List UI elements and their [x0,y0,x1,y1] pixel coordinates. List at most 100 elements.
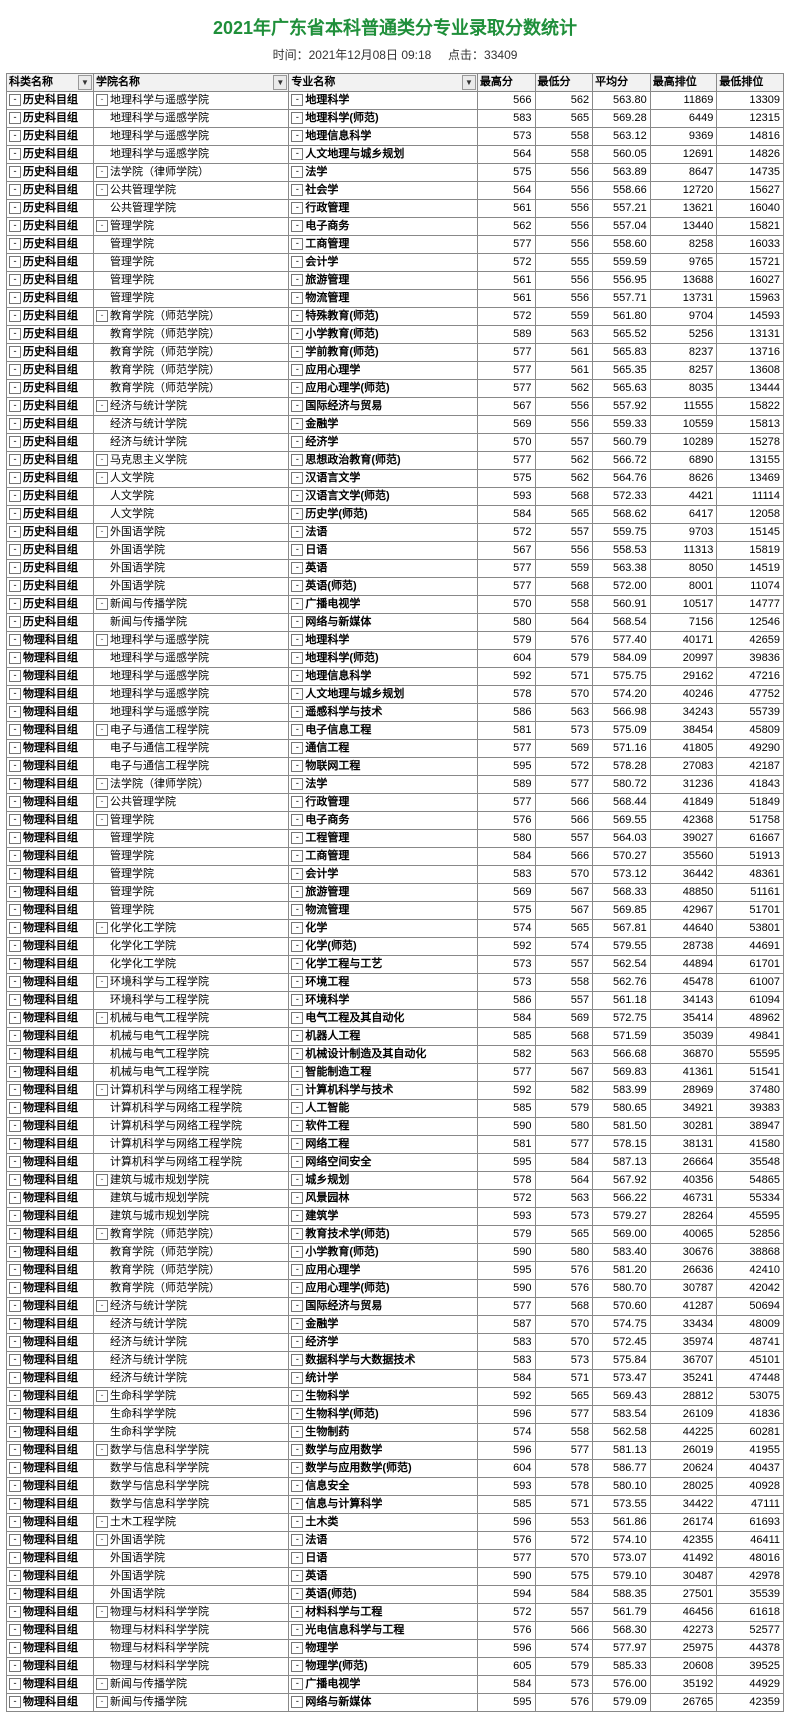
expand-icon[interactable]: - [96,1444,108,1456]
expand-icon[interactable]: - [291,760,303,772]
expand-icon[interactable]: - [9,1534,21,1546]
expand-icon[interactable]: - [291,310,303,322]
expand-icon[interactable]: - [9,418,21,430]
expand-icon[interactable]: - [291,382,303,394]
expand-icon[interactable]: - [9,292,21,304]
expand-icon[interactable]: - [291,868,303,880]
expand-icon[interactable]: - [9,850,21,862]
expand-icon[interactable]: - [291,256,303,268]
expand-icon[interactable]: - [291,130,303,142]
expand-icon[interactable]: - [9,1372,21,1384]
expand-icon[interactable]: - [96,1606,108,1618]
expand-icon[interactable]: - [291,1030,303,1042]
expand-icon[interactable]: - [96,922,108,934]
expand-icon[interactable]: - [9,1678,21,1690]
expand-icon[interactable]: - [291,778,303,790]
col-header[interactable]: 科类名称▼ [7,74,94,92]
expand-icon[interactable]: - [291,508,303,520]
expand-icon[interactable]: - [9,1300,21,1312]
expand-icon[interactable]: - [9,1444,21,1456]
expand-icon[interactable]: - [291,706,303,718]
expand-icon[interactable]: - [291,472,303,484]
expand-icon[interactable]: - [291,1678,303,1690]
expand-icon[interactable]: - [291,1120,303,1132]
expand-icon[interactable]: - [291,454,303,466]
expand-icon[interactable]: - [291,418,303,430]
expand-icon[interactable]: - [291,1444,303,1456]
expand-icon[interactable]: - [291,1174,303,1186]
expand-icon[interactable]: - [96,778,108,790]
expand-icon[interactable]: - [9,1264,21,1276]
expand-icon[interactable]: - [9,220,21,232]
expand-icon[interactable]: - [291,364,303,376]
expand-icon[interactable]: - [9,1696,21,1708]
expand-icon[interactable]: - [9,1138,21,1150]
expand-icon[interactable]: - [291,922,303,934]
expand-icon[interactable]: - [96,1390,108,1402]
expand-icon[interactable]: - [291,940,303,952]
expand-icon[interactable]: - [291,490,303,502]
expand-icon[interactable]: - [291,562,303,574]
expand-icon[interactable]: - [291,1336,303,1348]
expand-icon[interactable]: - [291,1210,303,1222]
expand-icon[interactable]: - [291,1246,303,1258]
expand-icon[interactable]: - [9,508,21,520]
expand-icon[interactable]: - [9,760,21,772]
expand-icon[interactable]: - [291,1624,303,1636]
expand-icon[interactable]: - [291,1642,303,1654]
expand-icon[interactable]: - [291,742,303,754]
expand-icon[interactable]: - [291,1282,303,1294]
expand-icon[interactable]: - [291,634,303,646]
expand-icon[interactable]: - [291,652,303,664]
expand-icon[interactable]: - [291,1012,303,1024]
expand-icon[interactable]: - [9,1246,21,1258]
expand-icon[interactable]: - [291,832,303,844]
expand-icon[interactable]: - [291,1264,303,1276]
expand-icon[interactable]: - [291,1228,303,1240]
expand-icon[interactable]: - [9,706,21,718]
expand-icon[interactable]: - [96,166,108,178]
expand-icon[interactable]: - [9,1048,21,1060]
expand-icon[interactable]: - [9,1156,21,1168]
expand-icon[interactable]: - [291,1498,303,1510]
expand-icon[interactable]: - [9,454,21,466]
expand-icon[interactable]: - [291,1516,303,1528]
expand-icon[interactable]: - [291,1480,303,1492]
expand-icon[interactable]: - [9,832,21,844]
expand-icon[interactable]: - [96,1696,108,1708]
expand-icon[interactable]: - [96,454,108,466]
expand-icon[interactable]: - [96,220,108,232]
expand-icon[interactable]: - [9,1480,21,1492]
expand-icon[interactable]: - [96,814,108,826]
col-header[interactable]: 最高分 [477,74,535,92]
expand-icon[interactable]: - [9,202,21,214]
col-header[interactable]: 平均分 [593,74,651,92]
expand-icon[interactable]: - [291,1552,303,1564]
expand-icon[interactable]: - [291,112,303,124]
expand-icon[interactable]: - [96,796,108,808]
expand-icon[interactable]: - [9,1102,21,1114]
expand-icon[interactable]: - [9,148,21,160]
expand-icon[interactable]: - [9,436,21,448]
expand-icon[interactable]: - [9,1336,21,1348]
expand-icon[interactable]: - [9,1498,21,1510]
expand-icon[interactable]: - [291,1318,303,1330]
expand-icon[interactable]: - [9,310,21,322]
expand-icon[interactable]: - [96,1678,108,1690]
expand-icon[interactable]: - [96,1300,108,1312]
expand-icon[interactable]: - [9,1408,21,1420]
expand-icon[interactable]: - [291,526,303,538]
expand-icon[interactable]: - [9,238,21,250]
expand-icon[interactable]: - [291,1048,303,1060]
expand-icon[interactable]: - [9,364,21,376]
expand-icon[interactable]: - [96,472,108,484]
expand-icon[interactable]: - [291,886,303,898]
expand-icon[interactable]: - [9,796,21,808]
expand-icon[interactable]: - [291,166,303,178]
expand-icon[interactable]: - [291,1588,303,1600]
expand-icon[interactable]: - [9,328,21,340]
expand-icon[interactable]: - [291,1534,303,1546]
expand-icon[interactable]: - [96,1534,108,1546]
expand-icon[interactable]: - [9,1354,21,1366]
expand-icon[interactable]: - [96,1228,108,1240]
